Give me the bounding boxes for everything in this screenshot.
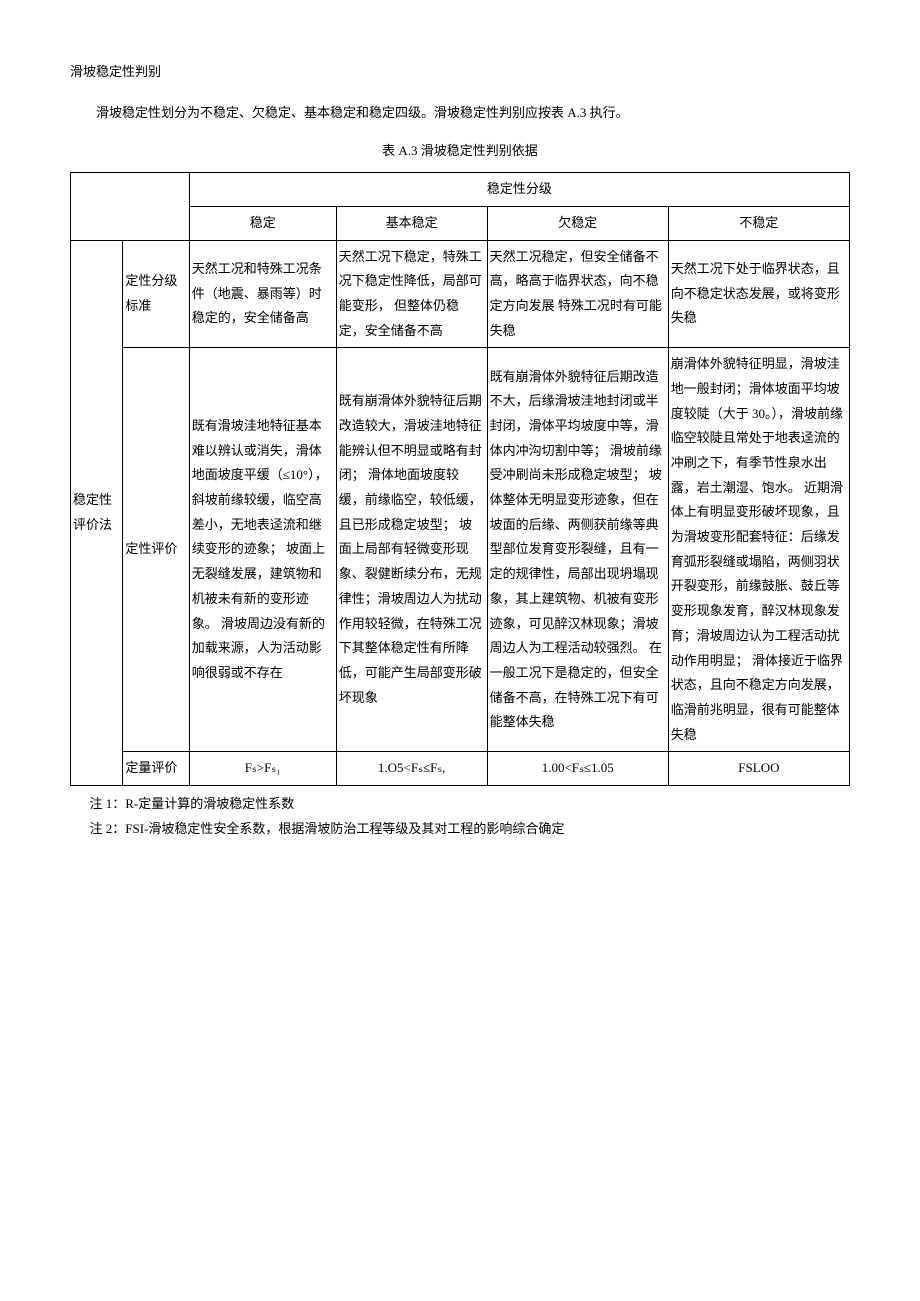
cell-r1-sub: 天然工况稳定，但安全储备不高，略高于临界状态，向不稳定方向发展 特殊工况时有可能… — [487, 240, 668, 348]
col-stable: 稳定 — [189, 206, 336, 240]
cell-r1-stable: 天然工况和特殊工况条件（地震、暴雨等）时稳定的，安全储备高 — [189, 240, 336, 348]
table-row: 定性评价 既有滑坡洼地特征基本难以辨认或消失，滑体地面坡度平缓（≤10°），斜坡… — [71, 348, 850, 752]
row-label-r1: 定性分级标准 — [123, 240, 189, 348]
cell-r2-sub: 既有崩滑体外貌特征后期改造不大，后缘滑坡洼地封闭或半封闭，滑体平均坡度中等，滑体… — [487, 348, 668, 752]
stability-table: 稳定性分级 稳定 基本稳定 欠稳定 不稳定 稳定性评价法 定性分级标准 天然工况… — [70, 172, 850, 786]
cell-r1-unstable: 天然工况下处于临界状态，且向不稳定状态发展，或将变形失稳 — [668, 240, 849, 348]
row-group-method: 稳定性评价法 — [71, 240, 123, 785]
cell-r3-unstable: FSLOO — [668, 752, 849, 786]
cell-r2-unstable: 崩滑体外貌特征明显，滑坡洼地一般封闭；滑体坡面平均坡度较陡（大于 30。），滑坡… — [668, 348, 849, 752]
cell-r2-basic: 既有崩滑体外貌特征后期改造较大，滑坡洼地特征能辨认但不明显或略有封闭； 滑体地面… — [336, 348, 487, 752]
row-label-r2: 定性评价 — [123, 348, 189, 752]
note-1: 注 1：R-定量计算的滑坡稳定性系数 — [90, 792, 851, 817]
cell-r3-sub: 1.00<Fₛ≤1.05 — [487, 752, 668, 786]
notes-block: 注 1：R-定量计算的滑坡稳定性系数 注 2：FSI-滑坡稳定性安全系数，根据滑… — [70, 792, 850, 841]
cell-r2-stable: 既有滑坡洼地特征基本难以辨认或消失，滑体地面坡度平缓（≤10°），斜坡前缘较缓，… — [189, 348, 336, 752]
section-title: 滑坡稳定性判别 — [70, 60, 850, 83]
cell-r3-stable: Fₛ>Fₛ₁ — [189, 752, 336, 786]
header-group: 稳定性分级 — [189, 173, 849, 207]
header-blank — [71, 173, 190, 240]
note-2: 注 2：FSI-滑坡稳定性安全系数，根据滑坡防治工程等级及其对工程的影响综合确定 — [90, 817, 851, 842]
table-row: 稳定性评价法 定性分级标准 天然工况和特殊工况条件（地震、暴雨等）时稳定的，安全… — [71, 240, 850, 348]
table-row: 定量评价 Fₛ>Fₛ₁ 1.O5<Fₛ≤Fₛ, 1.00<Fₛ≤1.05 FSL… — [71, 752, 850, 786]
table-row: 稳定性分级 — [71, 173, 850, 207]
col-unstable: 不稳定 — [668, 206, 849, 240]
cell-r3-basic: 1.O5<Fₛ≤Fₛ, — [336, 752, 487, 786]
table-caption: 表 A.3 滑坡稳定性判别依据 — [70, 139, 850, 162]
col-basic-stable: 基本稳定 — [336, 206, 487, 240]
cell-r1-basic: 天然工况下稳定，特殊工况下稳定性降低，局部可能变形， 但整体仍稳定，安全储备不高 — [336, 240, 487, 348]
col-sub-stable: 欠稳定 — [487, 206, 668, 240]
intro-paragraph: 滑坡稳定性划分为不稳定、欠稳定、基本稳定和稳定四级。滑坡稳定性判别应按表 A.3… — [70, 101, 850, 124]
row-label-r3: 定量评价 — [123, 752, 189, 786]
